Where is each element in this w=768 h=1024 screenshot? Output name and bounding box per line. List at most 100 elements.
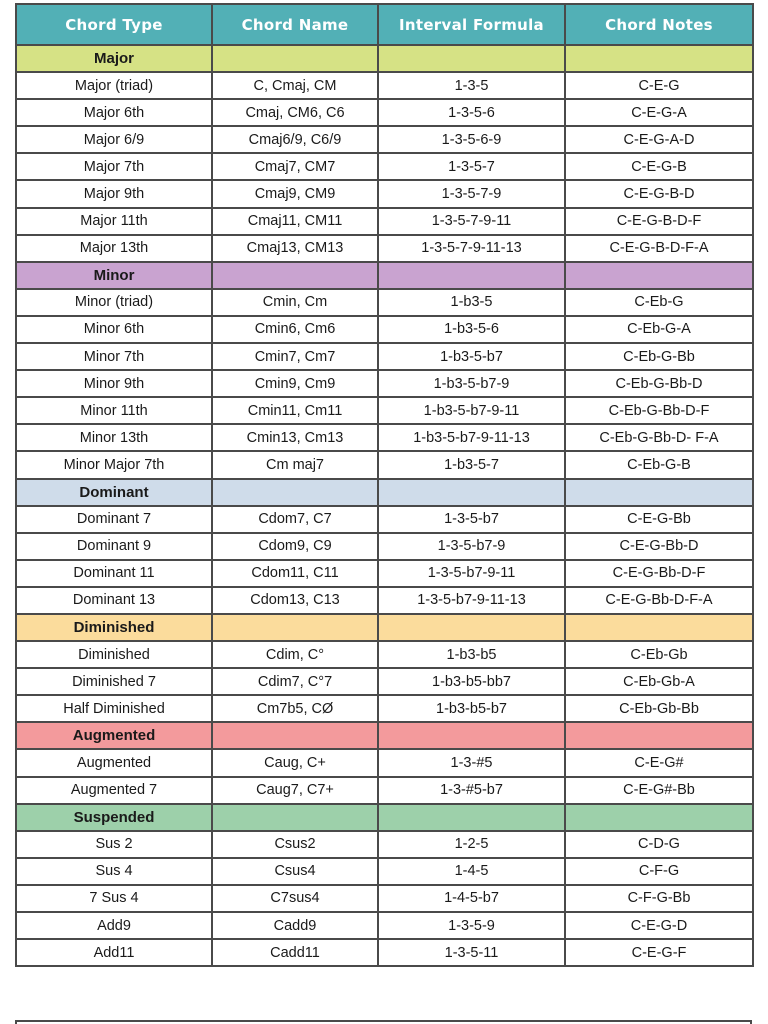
cell-chord-type: Minor 13th <box>15 423 213 453</box>
cell-chord-name: Cmaj, CM6, C6 <box>211 98 379 128</box>
section-title: Diminished <box>15 612 213 643</box>
cell-chord-notes: C-Eb-G-B <box>564 450 754 480</box>
cell-chord-name: C, Cmaj, CM <box>211 71 379 101</box>
section-header-row-dominant: Dominant <box>15 477 754 507</box>
cell-chord-type: Augmented 7 <box>15 775 213 805</box>
table-header-row: Chord Type Chord Name Interval Formula C… <box>15 3 754 46</box>
table-row: Major 6th Cmaj, CM6, C6 1-3-5-6 C-E-G-A <box>15 98 754 128</box>
cell-chord-type: Diminished <box>15 640 213 670</box>
cell-interval-formula: 1-3-5-6-9 <box>377 125 566 155</box>
cell-chord-name: Cmin13, Cm13 <box>211 423 379 453</box>
table-row: Minor 11th Cmin11, Cm11 1-b3-5-b7-9-11 C-Eb… <box>15 396 754 426</box>
cell-chord-name: Caug, C+ <box>211 748 379 778</box>
table-row: Major 13th Cmaj13, CM13 1-3-5-7-9-11-13 C-E… <box>15 233 754 263</box>
section-filler-cell <box>211 721 379 751</box>
cell-chord-type: Sus 2 <box>15 829 213 859</box>
cell-chord-type: Half Diminished <box>15 694 213 724</box>
cell-chord-notes: C-E-G-B-D-F-A <box>564 233 754 263</box>
cell-interval-formula: 1-3-5-b7 <box>377 504 566 534</box>
cell-interval-formula: 1-3-#5 <box>377 748 566 778</box>
cell-interval-formula: 1-3-5 <box>377 71 566 101</box>
section-filler-cell <box>564 477 754 507</box>
cell-chord-name: Cdim7, C°7 <box>211 667 379 697</box>
table-row: Minor 9th Cmin9, Cm9 1-b3-5-b7-9 C-Eb-G-Bb-… <box>15 369 754 399</box>
cell-chord-notes: C-Eb-Gb <box>564 640 754 670</box>
cell-chord-notes: C-Eb-G-A <box>564 314 754 345</box>
section-header-row-major: Major <box>15 43 754 74</box>
cell-chord-type: Dominant 13 <box>15 585 213 615</box>
section-header-row-augmented: Augmented <box>15 721 754 751</box>
section-filler-cell <box>377 260 566 290</box>
section-filler-cell <box>211 260 379 290</box>
table-row: Augmented 7 Caug7, C7+ 1-3-#5-b7 C-E-G#-Bb <box>15 775 754 805</box>
cell-chord-notes: C-E-G-Bb-D <box>564 531 754 561</box>
cell-chord-notes: C-E-G# <box>564 748 754 778</box>
column-header-chord-name: Chord Name <box>211 3 379 46</box>
cell-interval-formula: 1-3-5-9 <box>377 910 566 941</box>
column-header-chord-type: Chord Type <box>15 3 213 46</box>
cell-interval-formula: 1-b3-b5 <box>377 640 566 670</box>
cell-interval-formula: 1-2-5 <box>377 829 566 859</box>
section-filler-cell <box>377 721 566 751</box>
table-row: Add11 Cadd11 1-3-5-11 C-E-G-F <box>15 938 754 968</box>
cell-chord-name: Cm7b5, CØ <box>211 694 379 724</box>
section-filler-cell <box>211 477 379 507</box>
section-title: Minor <box>15 260 213 290</box>
cell-chord-name: Csus4 <box>211 856 379 886</box>
table-row: Minor 7th Cmin7, Cm7 1-b3-5-b7 C-Eb-G-Bb <box>15 342 754 372</box>
section-filler-cell <box>377 802 566 832</box>
section-filler-cell <box>377 43 566 74</box>
table-row: Major (triad) C, Cmaj, CM 1-3-5 C-E-G <box>15 71 754 101</box>
cell-interval-formula: 1-b3-5-b7-9 <box>377 369 566 399</box>
cell-chord-name: Cmaj7, CM7 <box>211 152 379 182</box>
cell-interval-formula: 1-b3-5-b7 <box>377 342 566 372</box>
cell-interval-formula: 1-b3-5-6 <box>377 314 566 345</box>
cell-interval-formula: 1-3-#5-b7 <box>377 775 566 805</box>
cell-chord-notes: C-E-G-F <box>564 938 754 968</box>
cell-chord-type: Major 7th <box>15 152 213 182</box>
table-row: Major 6/9 Cmaj6/9, C6/9 1-3-5-6-9 C-E-G-A-D <box>15 125 754 155</box>
section-title: Dominant <box>15 477 213 507</box>
table-row: Minor (triad) Cmin, Cm 1-b3-5 C-Eb-G <box>15 287 754 317</box>
cell-chord-type: Dominant 9 <box>15 531 213 561</box>
cell-interval-formula: 1-3-5-7-9 <box>377 179 566 209</box>
cell-interval-formula: 1-3-5-7 <box>377 152 566 182</box>
cell-interval-formula: 1-b3-5-b7-9-11 <box>377 396 566 426</box>
table-row: Major 7th Cmaj7, CM7 1-3-5-7 C-E-G-B <box>15 152 754 182</box>
cell-chord-name: Cdom9, C9 <box>211 531 379 561</box>
cell-chord-type: Minor 11th <box>15 396 213 426</box>
cell-interval-formula: 1-b3-5-b7-9-11-13 <box>377 423 566 453</box>
cell-chord-name: Cmin7, Cm7 <box>211 342 379 372</box>
table-row: Diminished 7 Cdim7, C°7 1-b3-b5-bb7 C-Eb-Gb… <box>15 667 754 697</box>
cell-chord-name: Cdom11, C11 <box>211 558 379 588</box>
cell-chord-type: Major 13th <box>15 233 213 263</box>
table-row: Major 11th Cmaj11, CM11 1-3-5-7-9-11 C-E-G-… <box>15 206 754 236</box>
cell-chord-notes: C-E-G-Bb <box>564 504 754 534</box>
table-row: Dominant 7 Cdom7, C7 1-3-5-b7 C-E-G-Bb <box>15 504 754 534</box>
cell-chord-name: Cadd9 <box>211 910 379 941</box>
cell-interval-formula: 1-3-5-11 <box>377 938 566 968</box>
cell-chord-type: Add9 <box>15 910 213 941</box>
table-row: Dominant 11 Cdom11, C11 1-3-5-b7-9-11 C-E-G… <box>15 558 754 588</box>
column-header-chord-notes: Chord Notes <box>564 3 754 46</box>
table-row: Dominant 13 Cdom13, C13 1-3-5-b7-9-11-13 C-… <box>15 585 754 615</box>
cell-chord-type: Major 11th <box>15 206 213 236</box>
table-row: Add9 Cadd9 1-3-5-9 C-E-G-D <box>15 910 754 941</box>
section-filler-cell <box>564 43 754 74</box>
section-filler-cell <box>377 477 566 507</box>
cell-interval-formula: 1-4-5 <box>377 856 566 886</box>
section-title: Suspended <box>15 802 213 832</box>
cell-chord-notes: C-E-G-B-D-F <box>564 206 754 236</box>
cell-chord-name: Cmaj6/9, C6/9 <box>211 125 379 155</box>
cell-chord-name: Cm maj7 <box>211 450 379 480</box>
section-filler-cell <box>211 43 379 74</box>
cell-chord-notes: C-E-G-Bb-D-F-A <box>564 585 754 615</box>
cell-chord-notes: C-E-G-B-D <box>564 179 754 209</box>
table-row: Dominant 9 Cdom9, C9 1-3-5-b7-9 C-E-G-Bb-D <box>15 531 754 561</box>
cell-chord-type: Minor 6th <box>15 314 213 345</box>
cell-interval-formula: 1-b3-b5-b7 <box>377 694 566 724</box>
cell-chord-type: Major 6th <box>15 98 213 128</box>
cell-interval-formula: 1-4-5-b7 <box>377 883 566 914</box>
cell-chord-type: Add11 <box>15 938 213 968</box>
table-row: Minor Major 7th Cm maj7 1-b3-5-7 C-Eb-G-B <box>15 450 754 480</box>
